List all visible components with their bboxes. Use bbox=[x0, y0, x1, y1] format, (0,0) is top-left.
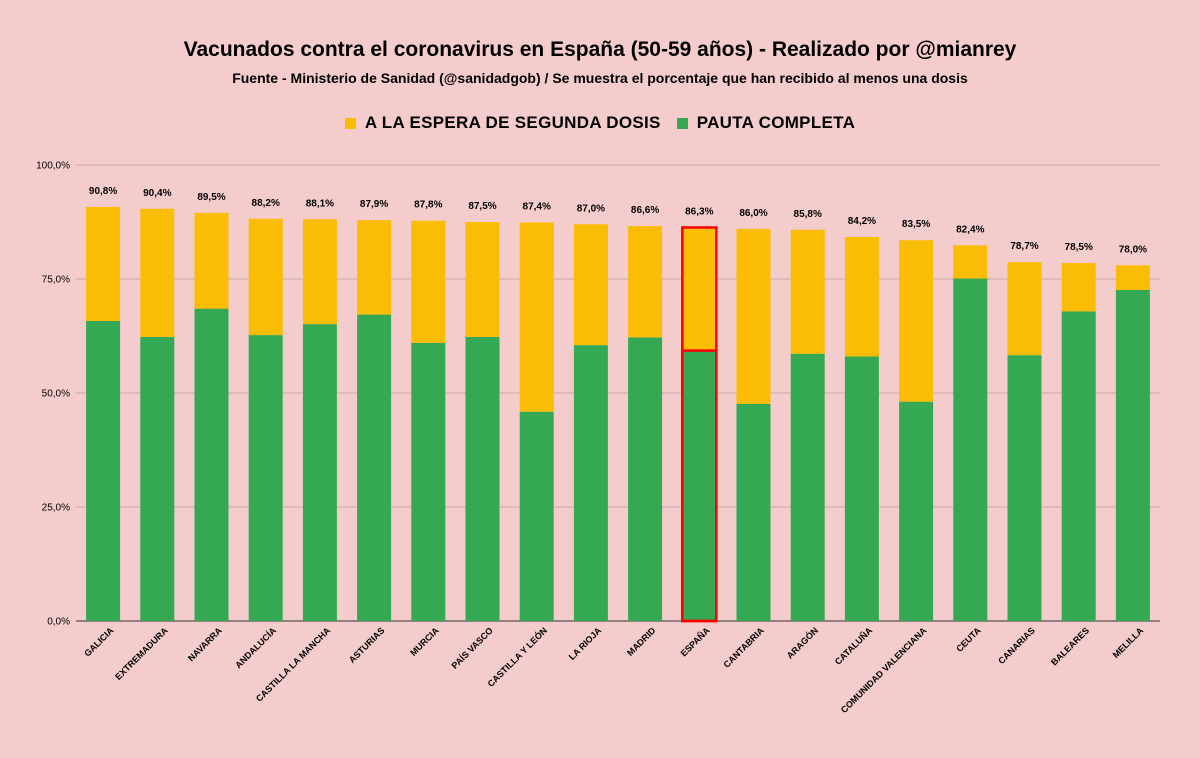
bar-complete bbox=[465, 336, 500, 621]
bar-complete bbox=[628, 337, 663, 621]
total-value-label: 78,5% bbox=[1065, 242, 1093, 253]
bar-complete bbox=[411, 342, 446, 621]
bar-waiting bbox=[411, 220, 446, 343]
total-value-label: 85,8% bbox=[794, 209, 822, 220]
chart-title: Vacunados contra el coronavirus en Españ… bbox=[183, 38, 1017, 61]
bar-complete bbox=[140, 336, 175, 621]
category-label: ARAGÓN bbox=[784, 625, 820, 661]
legend-label-waiting: A LA ESPERA DE SEGUNDA DOSIS bbox=[364, 113, 661, 132]
total-value-label: 87,5% bbox=[468, 201, 496, 212]
category-label: COMUNIDAD VALENCIANA bbox=[839, 625, 929, 715]
bar-complete bbox=[1061, 311, 1096, 621]
bar-waiting bbox=[573, 224, 608, 346]
bar-waiting bbox=[1115, 265, 1150, 290]
bar-complete bbox=[1115, 289, 1150, 621]
chart-legend: A LA ESPERA DE SEGUNDA DOSIS PAUTA COMPL… bbox=[0, 113, 1200, 133]
bar-waiting bbox=[1007, 262, 1042, 356]
total-value-label: 84,2% bbox=[848, 216, 876, 227]
bar-complete bbox=[1007, 355, 1042, 621]
legend-label-complete: PAUTA COMPLETA bbox=[696, 113, 856, 132]
total-value-label: 86,3% bbox=[685, 206, 713, 217]
total-value-label: 88,1% bbox=[306, 198, 334, 209]
legend-item-complete: PAUTA COMPLETA bbox=[676, 113, 856, 133]
y-tick-label: 25,0% bbox=[42, 503, 70, 514]
y-tick-label: 100,0% bbox=[36, 161, 70, 172]
bar-waiting bbox=[519, 222, 554, 412]
category-label: GALICIA bbox=[82, 625, 116, 659]
bar-waiting bbox=[844, 237, 879, 357]
total-value-label: 83,5% bbox=[902, 219, 930, 230]
bar-complete bbox=[248, 335, 283, 621]
bar-waiting bbox=[465, 222, 500, 337]
bar-waiting bbox=[140, 208, 175, 337]
category-label: EXTREMADURA bbox=[113, 625, 170, 682]
bar-complete bbox=[86, 320, 121, 621]
total-value-label: 86,6% bbox=[631, 205, 659, 216]
bar-waiting bbox=[248, 218, 283, 336]
category-label: PAÍS VASCO bbox=[450, 625, 495, 670]
category-label: NAVARRA bbox=[186, 625, 224, 663]
total-value-label: 87,4% bbox=[523, 201, 551, 212]
bar-complete bbox=[302, 324, 337, 621]
bar-complete bbox=[953, 278, 988, 621]
y-tick-label: 75,0% bbox=[42, 275, 70, 286]
total-value-label: 87,8% bbox=[414, 200, 442, 211]
legend-swatch-waiting bbox=[344, 117, 356, 129]
category-label: MURCIA bbox=[408, 625, 441, 658]
category-label: MELILLA bbox=[1111, 625, 1146, 660]
category-label: MADRID bbox=[625, 625, 658, 658]
chart-subtitle: Fuente - Ministerio de Sanidad (@sanidad… bbox=[232, 70, 968, 86]
bar-complete bbox=[682, 350, 717, 621]
legend-item-waiting: A LA ESPERA DE SEGUNDA DOSIS bbox=[344, 113, 661, 133]
y-tick-label: 50,0% bbox=[42, 389, 70, 400]
total-value-label: 87,0% bbox=[577, 203, 605, 214]
bar-complete bbox=[790, 353, 825, 621]
total-value-label: 89,5% bbox=[197, 192, 225, 203]
bar-waiting bbox=[86, 206, 121, 321]
category-label: CASTILLA Y LEÓN bbox=[485, 625, 549, 689]
total-value-label: 82,4% bbox=[956, 224, 984, 235]
bar-waiting bbox=[194, 212, 229, 309]
bar-waiting bbox=[682, 227, 717, 351]
category-label: ASTURIAS bbox=[347, 625, 387, 665]
total-value-label: 90,4% bbox=[143, 188, 171, 199]
category-label: CANTABRIA bbox=[721, 625, 766, 670]
bar-waiting bbox=[953, 245, 988, 279]
bar-complete bbox=[357, 314, 392, 621]
total-value-label: 78,7% bbox=[1010, 241, 1038, 252]
bar-complete bbox=[194, 308, 229, 621]
category-label: BALEARES bbox=[1049, 625, 1091, 667]
category-label: CATALUÑA bbox=[833, 625, 875, 667]
bar-complete bbox=[573, 345, 608, 621]
bar-complete bbox=[899, 401, 934, 621]
total-value-label: 86,0% bbox=[739, 208, 767, 219]
bar-waiting bbox=[1061, 263, 1096, 312]
bar-waiting bbox=[302, 219, 337, 325]
bar-complete bbox=[844, 356, 879, 621]
legend-swatch-complete bbox=[676, 117, 688, 129]
category-label: LA RIOJA bbox=[567, 625, 604, 662]
bar-complete bbox=[736, 403, 771, 621]
highlight-outline-complete bbox=[681, 349, 718, 623]
bar-complete bbox=[519, 411, 554, 621]
total-value-label: 78,0% bbox=[1119, 244, 1147, 255]
category-label: CANARIAS bbox=[996, 625, 1037, 666]
total-value-label: 87,9% bbox=[360, 199, 388, 210]
bar-waiting bbox=[736, 228, 771, 404]
bar-waiting bbox=[628, 226, 663, 338]
bar-waiting bbox=[357, 220, 392, 315]
category-label: CEUTA bbox=[954, 625, 983, 654]
bar-waiting bbox=[899, 240, 934, 402]
total-value-label: 88,2% bbox=[252, 198, 280, 209]
category-label: ESPAÑA bbox=[679, 625, 712, 658]
category-label: ANDALUCÍA bbox=[233, 625, 278, 670]
bar-waiting bbox=[790, 229, 825, 354]
y-tick-label: 0,0% bbox=[47, 617, 70, 628]
total-value-label: 90,8% bbox=[89, 186, 117, 197]
